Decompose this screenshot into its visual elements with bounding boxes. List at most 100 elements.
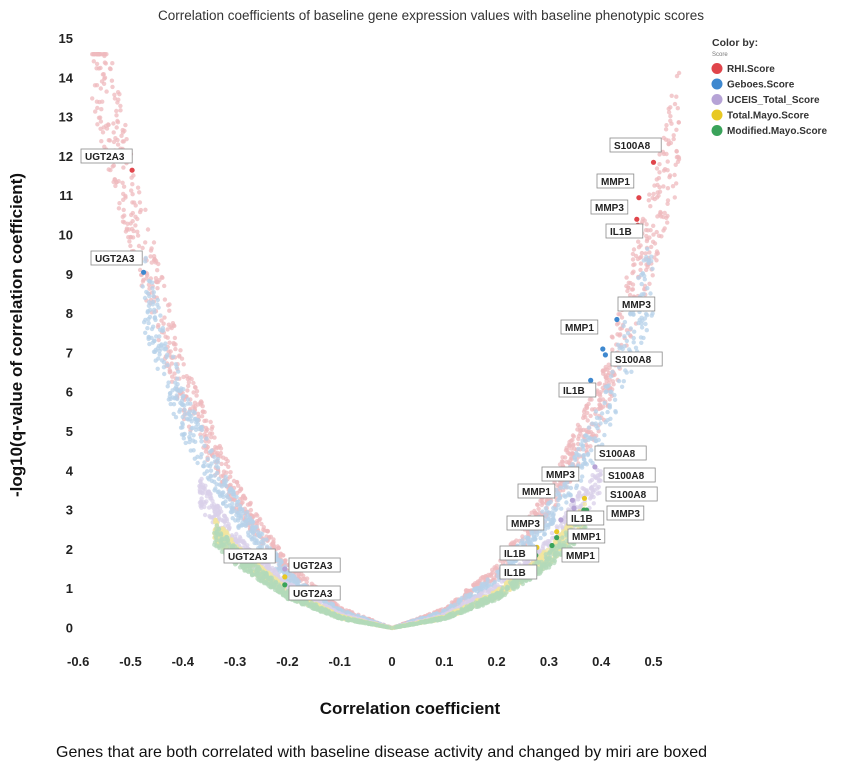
scatter-point — [118, 108, 123, 113]
scatter-point — [145, 326, 150, 331]
scatter-point — [572, 454, 578, 459]
scatter-point — [265, 562, 271, 568]
scatter-point — [636, 320, 641, 326]
scatter-point — [612, 397, 618, 402]
scatter-point — [628, 312, 633, 317]
scatter-point — [205, 444, 210, 450]
scatter-point — [186, 397, 191, 402]
scatter-point — [170, 374, 175, 379]
scatter-point — [518, 541, 524, 546]
scatter-point — [631, 269, 636, 274]
scatter-point — [584, 405, 590, 411]
scatter-point — [212, 435, 217, 440]
scatter-point — [244, 514, 249, 520]
scatter-point — [131, 173, 136, 178]
scatter-point — [585, 418, 590, 423]
scatter-point — [617, 346, 622, 351]
scatter-point — [223, 474, 228, 479]
scatter-point — [654, 195, 660, 200]
scatter-point — [560, 459, 566, 465]
scatter-point — [645, 246, 650, 252]
scatter-point — [209, 426, 214, 432]
scatter-point — [582, 457, 587, 462]
scatter-point — [165, 384, 170, 389]
scatter-point — [661, 184, 666, 189]
scatter-point — [145, 227, 151, 232]
scatter-point — [108, 66, 113, 72]
scatter-point — [147, 279, 153, 284]
scatter-point — [638, 267, 643, 273]
scatter-point — [186, 380, 192, 385]
scatter-point — [641, 291, 646, 297]
scatter-point — [153, 276, 159, 281]
scatter-point — [213, 486, 218, 491]
scatter-point — [198, 435, 204, 440]
scatter-point — [556, 497, 561, 503]
scatter-point — [214, 482, 219, 487]
scatter-point — [673, 162, 678, 167]
scatter-point — [566, 491, 571, 496]
scatter-point — [607, 404, 612, 409]
scatter-point — [618, 332, 623, 337]
scatter-point — [663, 127, 669, 132]
scatter-point — [155, 286, 160, 291]
scatter-point — [185, 388, 190, 393]
scatter-point — [165, 363, 170, 368]
scatter-point — [674, 73, 680, 79]
scatter-point — [202, 409, 207, 415]
scatter-point — [143, 317, 148, 323]
scatter-point — [156, 261, 161, 267]
scatter-point — [117, 92, 122, 97]
scatter-point — [146, 282, 152, 287]
scatter-point — [186, 383, 191, 389]
scatter-point — [644, 238, 650, 244]
scatter-point — [236, 524, 241, 529]
scatter-point — [647, 281, 652, 286]
scatter-point — [544, 522, 549, 528]
scatter-point — [175, 376, 180, 381]
scatter-point — [549, 530, 555, 536]
scatter-point — [94, 61, 100, 67]
scatter-point — [488, 573, 494, 578]
scatter-point — [151, 254, 157, 259]
scatter-point — [160, 275, 165, 280]
scatter-point — [94, 83, 100, 88]
scatter-point — [235, 490, 240, 496]
scatter-point — [218, 450, 224, 456]
scatter-point — [150, 286, 155, 291]
scatter-point — [110, 61, 115, 66]
scatter-point — [194, 393, 199, 398]
scatter-point — [644, 233, 649, 239]
scatter-point — [99, 107, 104, 112]
scatter-point — [191, 409, 196, 414]
scatter-point — [629, 369, 634, 374]
scatter-point — [246, 533, 251, 538]
scatter-point — [608, 422, 613, 427]
scatter-point — [582, 461, 587, 466]
scatter-point — [114, 180, 119, 185]
scatter-point — [166, 380, 171, 385]
scatter-point — [630, 282, 636, 287]
scatter-point — [545, 516, 551, 522]
scatter-point — [90, 96, 95, 101]
scatter-point — [211, 454, 217, 459]
scatter-point — [202, 460, 207, 465]
scatter-point — [550, 521, 555, 526]
scatter-point — [598, 421, 603, 426]
scatter-point — [643, 321, 648, 327]
scatter-point — [250, 536, 255, 541]
scatter-point — [98, 86, 104, 91]
scatter-point — [567, 451, 572, 456]
scatter-point — [625, 331, 631, 336]
scatter-point — [656, 175, 662, 181]
scatter-point — [591, 501, 596, 506]
scatter-point — [195, 460, 200, 466]
scatter-point — [206, 489, 211, 494]
scatter-point — [575, 422, 581, 428]
scatter-point — [605, 418, 610, 423]
scatter-point — [100, 72, 106, 77]
scatter-point — [152, 315, 158, 320]
scatter-point — [254, 519, 260, 524]
scatter-point — [254, 512, 259, 517]
scatter-point — [621, 323, 626, 329]
